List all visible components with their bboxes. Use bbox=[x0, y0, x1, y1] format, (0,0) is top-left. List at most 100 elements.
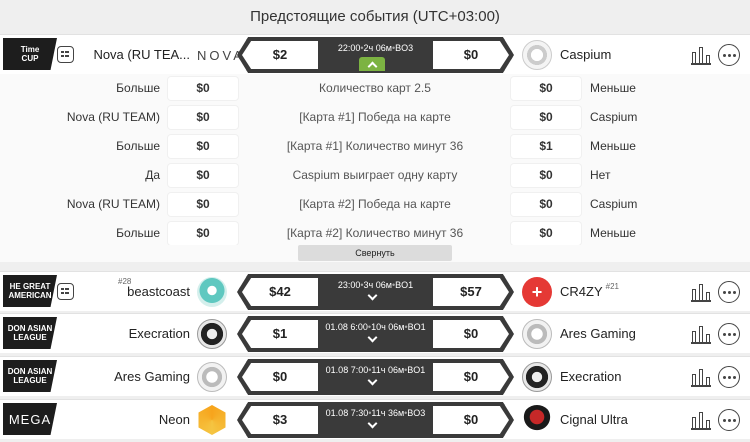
market-right-odd[interactable]: $0 bbox=[511, 106, 581, 129]
market-left-odd[interactable]: $0 bbox=[168, 193, 238, 216]
more-dots-icon[interactable] bbox=[718, 281, 740, 303]
team2-bet-button[interactable]: $57 bbox=[433, 278, 509, 306]
match-row[interactable]: DON ASIAN LEAGUE Execration $1 01.08 6:0… bbox=[0, 313, 750, 353]
market-right-label: Caspium bbox=[590, 197, 638, 211]
team2-bet-button[interactable]: $0 bbox=[433, 41, 509, 69]
bar-chart-icon[interactable] bbox=[691, 410, 711, 430]
market-title: Количество карт 2.5 bbox=[319, 81, 431, 95]
match-time-info: 23:00•3ч 06м•BO1 bbox=[337, 280, 414, 290]
market-right-label: Caspium bbox=[590, 110, 638, 124]
match-countdown: 11ч 06м bbox=[371, 365, 405, 375]
tournament-logo[interactable]: DON ASIAN LEAGUE bbox=[3, 317, 57, 349]
tournament-logo[interactable]: MEGA bbox=[3, 403, 57, 435]
tournament-logo[interactable]: DON ASIAN LEAGUE bbox=[3, 360, 57, 392]
market-title: [Карта #1] Победа на карте bbox=[299, 110, 451, 124]
chevron-down-icon[interactable] bbox=[359, 375, 385, 389]
market-left-odd[interactable]: $0 bbox=[168, 222, 238, 245]
odds-box: $2 22:00•2ч 06м•BO3 $0 bbox=[237, 37, 514, 73]
team2-name[interactable]: CR4ZY #21 bbox=[560, 272, 619, 312]
team2-name[interactable]: Execration bbox=[560, 369, 622, 384]
market-right-odd[interactable]: $0 bbox=[511, 222, 581, 245]
team2-name[interactable]: Ares Gaming bbox=[560, 326, 636, 341]
bar-chart-icon[interactable] bbox=[691, 45, 711, 65]
market-title: Caspium выиграет одну карту bbox=[292, 168, 458, 182]
match-format: BO1 bbox=[407, 365, 426, 375]
info-card-icon[interactable] bbox=[57, 46, 74, 63]
team2-bet-button[interactable]: $0 bbox=[433, 320, 509, 348]
bar-chart-icon[interactable] bbox=[691, 324, 711, 344]
match-format: BO3 bbox=[407, 408, 426, 418]
match-countdown: 2ч 06м bbox=[363, 43, 392, 53]
market-left-label: Nova (RU TEAM) bbox=[66, 110, 160, 124]
match-time-info: 01.08 7:30•11ч 36м•BO3 bbox=[325, 408, 426, 418]
team1-logo: NOVA bbox=[197, 48, 245, 63]
team1-name[interactable]: Neon bbox=[158, 412, 190, 427]
market-row: Больше $0 [Карта #2] Количество минут 36… bbox=[0, 219, 750, 248]
info-card-icon[interactable] bbox=[57, 283, 74, 300]
match-countdown: 10ч 06м bbox=[371, 322, 405, 332]
market-right-odd[interactable]: $0 bbox=[511, 77, 581, 100]
match-time: 22:00 bbox=[337, 43, 361, 53]
market-row: Больше $0 Количество карт 2.5 $0 Меньше bbox=[0, 74, 750, 103]
market-right-odd[interactable]: $0 bbox=[511, 193, 581, 216]
match-time: 23:00 bbox=[337, 280, 361, 290]
bar-chart-icon[interactable] bbox=[691, 282, 711, 302]
odds-box: $1 01.08 6:00•10ч 06м•BO1 $0 bbox=[237, 316, 514, 352]
match-row[interactable]: DON ASIAN LEAGUE Ares Gaming $0 01.08 7:… bbox=[0, 356, 750, 396]
match-row[interactable]: HE GREAT AMERICAN #28 beastcoast $42 23:… bbox=[0, 271, 750, 311]
match-time-info: 01.08 7:00•11ч 06м•BO1 bbox=[325, 365, 426, 375]
team2-name[interactable]: Cignal Ultra bbox=[560, 412, 628, 427]
odds-box: $3 01.08 7:30•11ч 36м•BO3 $0 bbox=[237, 402, 514, 438]
chevron-down-icon[interactable] bbox=[359, 332, 385, 346]
collapse-bar: Свернуть bbox=[0, 245, 750, 262]
match-countdown: 3ч 06м bbox=[363, 280, 392, 290]
market-left-label: Больше bbox=[116, 139, 160, 153]
more-dots-icon[interactable] bbox=[718, 366, 740, 388]
team1-name[interactable]: beastcoast bbox=[127, 284, 190, 299]
team2-name[interactable]: Caspium bbox=[560, 47, 612, 62]
market-right-odd[interactable]: $0 bbox=[511, 164, 581, 187]
chevron-down-icon[interactable] bbox=[359, 290, 385, 304]
market-row: Да $0 Caspium выиграет одну карту $0 Нет bbox=[0, 161, 750, 190]
tournament-logo[interactable]: Time CUP bbox=[3, 38, 57, 70]
more-dots-icon[interactable] bbox=[718, 409, 740, 431]
team1-name[interactable]: Nova (RU TEA... bbox=[93, 47, 190, 62]
market-left-odd[interactable]: $0 bbox=[168, 106, 238, 129]
match-format: BO1 bbox=[407, 322, 426, 332]
team1-bet-button[interactable]: $2 bbox=[242, 41, 318, 69]
more-dots-icon[interactable] bbox=[718, 323, 740, 345]
tournament-logo[interactable]: HE GREAT AMERICAN bbox=[3, 275, 57, 307]
more-dots-icon[interactable] bbox=[718, 44, 740, 66]
team2-bet-button[interactable]: $0 bbox=[433, 406, 509, 434]
match-time-info: 22:00•2ч 06м•BO3 bbox=[337, 43, 414, 53]
chevron-up-icon[interactable] bbox=[359, 57, 385, 71]
bar-chart-icon[interactable] bbox=[691, 367, 711, 387]
market-right-label: Нет bbox=[590, 168, 611, 182]
team2-bet-button[interactable]: $0 bbox=[433, 363, 509, 391]
team1-name[interactable]: Ares Gaming bbox=[114, 369, 190, 384]
collapse-button[interactable]: Свернуть bbox=[298, 245, 452, 261]
match-countdown: 11ч 36м bbox=[371, 408, 405, 418]
market-left-odd[interactable]: $0 bbox=[168, 135, 238, 158]
team2-logo: + bbox=[522, 277, 552, 307]
match-row[interactable]: MEGA Neon $3 01.08 7:30•11ч 36м•BO3 $0 C… bbox=[0, 399, 750, 439]
team1-bet-button[interactable]: $1 bbox=[242, 320, 318, 348]
team1-bet-button[interactable]: $3 bbox=[242, 406, 318, 434]
team1-bet-button[interactable]: $0 bbox=[242, 363, 318, 391]
market-row: Nova (RU TEAM) $0 [Карта #1] Победа на к… bbox=[0, 103, 750, 132]
market-left-odd[interactable]: $0 bbox=[168, 164, 238, 187]
team1-name[interactable]: Execration bbox=[128, 326, 190, 341]
market-right-odd[interactable]: $1 bbox=[511, 135, 581, 158]
team2-name-text: CR4ZY bbox=[560, 284, 603, 299]
odds-box: $0 01.08 7:00•11ч 06м•BO1 $0 bbox=[237, 359, 514, 395]
market-left-odd[interactable]: $0 bbox=[168, 77, 238, 100]
chevron-down-icon[interactable] bbox=[359, 418, 385, 432]
market-title: [Карта #2] Количество минут 36 bbox=[286, 226, 464, 240]
match-row[interactable]: Time CUP Nova (RU TEA... NOVA $2 22:00•2… bbox=[0, 34, 750, 74]
match-time: 7:00 bbox=[350, 365, 369, 375]
team1-bet-button[interactable]: $42 bbox=[242, 278, 318, 306]
market-title: [Карта #1] Количество минут 36 bbox=[286, 139, 464, 153]
team1-logo bbox=[197, 277, 227, 307]
market-right-label: Меньше bbox=[590, 81, 636, 95]
team2-logo bbox=[522, 40, 552, 70]
